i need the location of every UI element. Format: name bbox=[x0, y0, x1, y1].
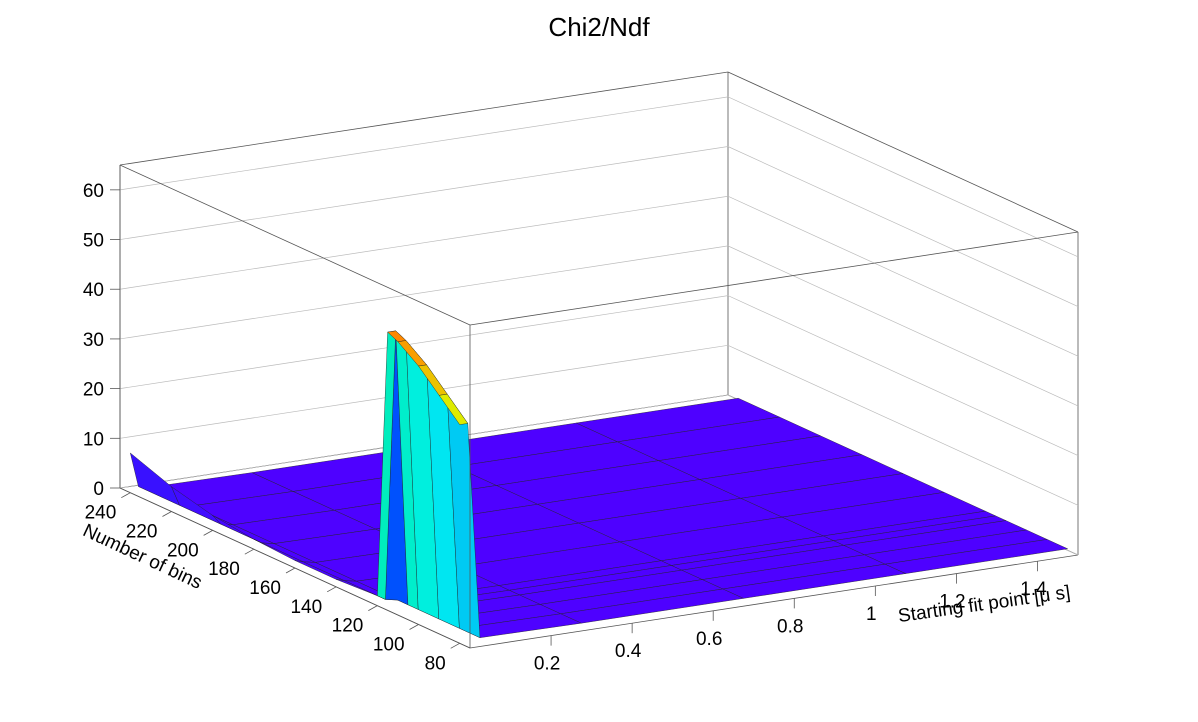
y-tick bbox=[285, 567, 296, 574]
y-tick bbox=[244, 548, 255, 555]
z-tick-label: 10 bbox=[83, 429, 104, 450]
box-edge bbox=[469, 231, 1079, 326]
x-tick-label: 1.4 bbox=[1020, 579, 1047, 600]
y-tick bbox=[368, 605, 378, 611]
x-tick-label: 0.4 bbox=[615, 641, 642, 662]
y-tick bbox=[409, 624, 419, 630]
z-tick-label: 50 bbox=[83, 231, 104, 252]
x-axis-title: Starting fit point [μ s] bbox=[897, 582, 1072, 627]
z-tick-label: 30 bbox=[83, 330, 104, 351]
y-tick-label: 120 bbox=[332, 616, 364, 637]
y-tick-label: 80 bbox=[425, 653, 446, 674]
grid-line bbox=[119, 195, 1079, 357]
y-tick bbox=[162, 511, 172, 517]
y-tick-label: 160 bbox=[249, 578, 281, 599]
z-tick-label: 20 bbox=[83, 380, 104, 401]
surface-cell bbox=[438, 393, 469, 425]
y-tick bbox=[121, 492, 131, 499]
box-edge bbox=[469, 554, 1079, 649]
box-edge bbox=[727, 71, 1079, 233]
grid-line bbox=[119, 146, 1079, 307]
x-tick-label: 1 bbox=[866, 604, 877, 625]
x-tick-label: 0.2 bbox=[534, 654, 560, 675]
y-tick bbox=[203, 530, 213, 536]
y-tick bbox=[450, 642, 460, 649]
y-tick-label: 140 bbox=[290, 597, 322, 618]
z-tick-label: 40 bbox=[83, 280, 104, 301]
grid-line bbox=[119, 344, 1079, 506]
y-tick bbox=[326, 586, 337, 593]
x-tick-label: 1.2 bbox=[939, 592, 965, 613]
surface-cell bbox=[129, 452, 180, 506]
x-tick-label: 0.8 bbox=[777, 616, 803, 637]
y-tick-label: 100 bbox=[373, 634, 405, 655]
grid-line bbox=[119, 295, 1079, 456]
y-tick-label: 240 bbox=[85, 503, 117, 524]
y-tick-label: 180 bbox=[208, 559, 240, 580]
grid-line bbox=[119, 245, 1079, 407]
box-edge bbox=[119, 164, 471, 326]
z-tick-label: 0 bbox=[93, 479, 104, 500]
x-tick-label: 0.6 bbox=[696, 629, 722, 650]
chart-title: Chi2/Ndf bbox=[548, 12, 650, 42]
grid-line bbox=[119, 96, 1079, 258]
y-tick-label: 220 bbox=[126, 522, 158, 543]
y-tick-label: 200 bbox=[167, 540, 199, 561]
box-edge bbox=[119, 71, 729, 166]
z-tick-label: 60 bbox=[83, 181, 104, 202]
